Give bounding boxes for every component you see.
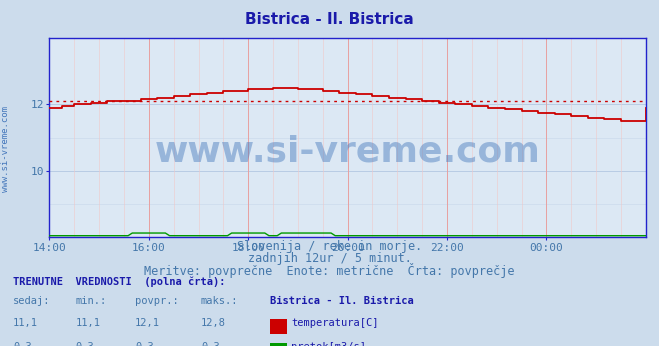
Text: 0,3: 0,3 [76, 342, 94, 346]
Text: www.si-vreme.com: www.si-vreme.com [1, 106, 10, 192]
Text: 0,3: 0,3 [13, 342, 32, 346]
Text: temperatura[C]: temperatura[C] [291, 318, 379, 328]
Text: Slovenija / reke in morje.: Slovenija / reke in morje. [237, 240, 422, 254]
Text: 12,8: 12,8 [201, 318, 226, 328]
Text: maks.:: maks.: [201, 296, 239, 306]
Text: 12,1: 12,1 [135, 318, 160, 328]
Text: 0,3: 0,3 [135, 342, 154, 346]
Text: 11,1: 11,1 [13, 318, 38, 328]
Text: sedaj:: sedaj: [13, 296, 51, 306]
Text: Bistrica - Il. Bistrica: Bistrica - Il. Bistrica [270, 296, 414, 306]
Text: TRENUTNE  VREDNOSTI  (polna črta):: TRENUTNE VREDNOSTI (polna črta): [13, 277, 225, 287]
Text: zadnjih 12ur / 5 minut.: zadnjih 12ur / 5 minut. [248, 252, 411, 265]
Text: Bistrica - Il. Bistrica: Bistrica - Il. Bistrica [245, 12, 414, 27]
Text: Meritve: povprečne  Enote: metrične  Črta: povprečje: Meritve: povprečne Enote: metrične Črta:… [144, 263, 515, 278]
Text: povpr.:: povpr.: [135, 296, 179, 306]
Text: 11,1: 11,1 [76, 318, 101, 328]
Text: www.si-vreme.com: www.si-vreme.com [155, 135, 540, 169]
Text: pretok[m3/s]: pretok[m3/s] [291, 342, 366, 346]
Text: min.:: min.: [76, 296, 107, 306]
Text: 0,3: 0,3 [201, 342, 219, 346]
